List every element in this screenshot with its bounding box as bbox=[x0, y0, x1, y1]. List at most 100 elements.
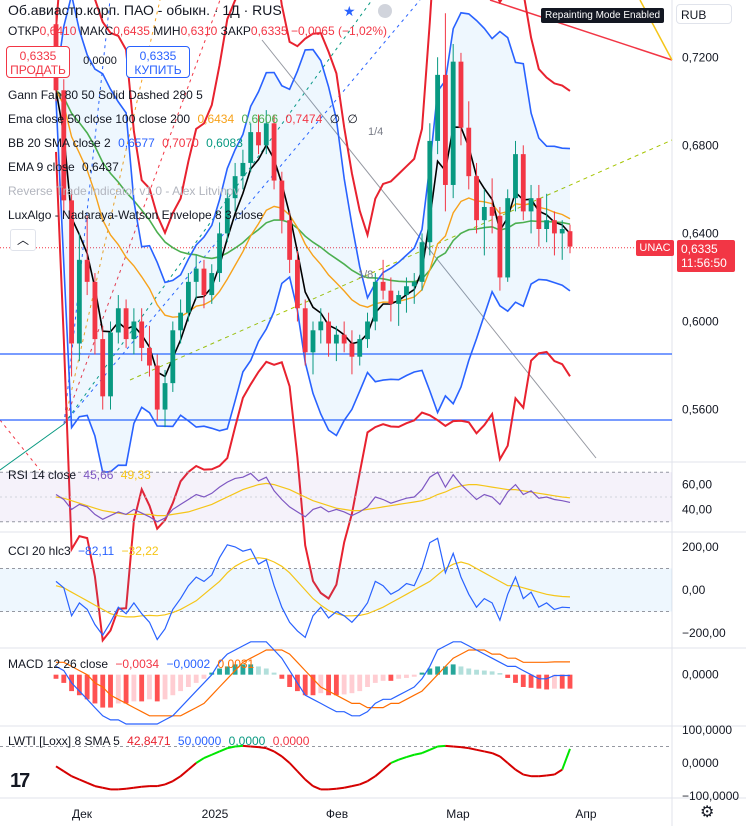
macd-histogram-bar bbox=[513, 674, 518, 683]
macd-histogram-bar bbox=[201, 674, 207, 679]
candle bbox=[388, 290, 394, 304]
lwti-line-segment bbox=[538, 774, 547, 778]
macd-histogram-bar bbox=[489, 671, 495, 675]
lwti-line-segment bbox=[429, 745, 438, 751]
macd-value-3: 0,0031 bbox=[217, 657, 255, 671]
market-status-icon[interactable] bbox=[378, 4, 392, 18]
buy-button[interactable]: 0,6335 КУПИТЬ bbox=[126, 46, 190, 78]
candle bbox=[69, 200, 74, 344]
lwti-line-segment bbox=[328, 787, 337, 791]
ohlc-row: ОТКР0,6410 МАКС0,6435 МИН0,6310 ЗАКР0,63… bbox=[8, 24, 387, 38]
bb-lower bbox=[55, 99, 571, 474]
legend-ema9[interactable]: EMA 9 close 0,6437 bbox=[8, 159, 123, 175]
legend-ema[interactable]: Ema close 50 close 100 close 200 0,6434 … bbox=[8, 111, 362, 127]
lwti-tick-label: 0,0000 bbox=[682, 756, 719, 770]
candle bbox=[201, 268, 207, 296]
ema-value-4: ∅ bbox=[329, 112, 341, 126]
lwti-line-segment bbox=[78, 778, 88, 784]
legend-bb[interactable]: BB 20 SMA close 2 0,6577 0,7070 0,6083 bbox=[8, 135, 247, 151]
trend-line bbox=[489, 0, 673, 61]
fan-label: 1/4 bbox=[368, 126, 383, 138]
candle bbox=[544, 220, 550, 229]
gear-icon[interactable]: ⚙ bbox=[700, 804, 715, 821]
macd-histogram-bar bbox=[302, 674, 308, 696]
sell-button[interactable]: 0,6335 ПРОДАТЬ bbox=[6, 46, 70, 78]
lwti-line-segment bbox=[468, 747, 477, 751]
gann-line bbox=[63, 0, 161, 425]
macd-histogram-bar bbox=[388, 674, 394, 681]
legend-lwti[interactable]: LWTI [Loxx] 8 SMA 5 42,8471 50,0000 0,00… bbox=[8, 733, 313, 749]
macd-histogram-bar bbox=[154, 674, 160, 702]
lwti-line-segment bbox=[211, 750, 220, 756]
legend-macd[interactable]: MACD 12 26 close −0,0034 −0,0002 0,0031 bbox=[8, 656, 258, 672]
candle bbox=[139, 321, 145, 348]
ema-value-5: ∅ bbox=[347, 112, 358, 126]
cci-label: CCI 20 hlc3 bbox=[8, 544, 71, 558]
rsi-tick-label: 40,00 bbox=[682, 502, 712, 516]
price-tag-name: UNAC bbox=[636, 240, 674, 256]
macd-histogram-bar bbox=[123, 674, 129, 704]
buy-label: КУПИТЬ bbox=[134, 63, 182, 77]
lwti-line-segment bbox=[94, 785, 103, 789]
candle bbox=[567, 231, 573, 247]
candle bbox=[147, 347, 152, 366]
cci-ma-line bbox=[55, 557, 571, 618]
currency-select[interactable]: RUB bbox=[676, 4, 732, 24]
price-tag: 0,6335 11:56:50 bbox=[677, 240, 735, 272]
price-tick-label: 0,5600 bbox=[682, 403, 719, 417]
candle bbox=[497, 215, 503, 278]
gann-line bbox=[63, 0, 221, 425]
macd-histogram-bar bbox=[466, 668, 472, 675]
ema-value-1: 0,6434 bbox=[197, 112, 235, 126]
lwti-label: LWTI [Loxx] 8 SMA 5 bbox=[8, 734, 120, 748]
macd-histogram-bar bbox=[435, 666, 441, 675]
candle bbox=[520, 154, 526, 212]
legend-gann[interactable]: Gann Fan 80 50 Solid Dashed 280 5 bbox=[8, 87, 207, 103]
lwti-line-segment bbox=[235, 744, 243, 748]
collapse-legend-button[interactable]: ︿ bbox=[10, 229, 36, 251]
rsi-value-2: 49,33 bbox=[120, 468, 151, 482]
lwti-line-segment bbox=[359, 780, 368, 786]
tradingview-logo-icon[interactable]: 17 bbox=[10, 770, 30, 792]
lwti-line-segment bbox=[258, 746, 267, 750]
macd-histogram-bar bbox=[100, 674, 106, 708]
macd-histogram-bar bbox=[520, 674, 526, 687]
star-icon[interactable]: ★ bbox=[343, 3, 356, 19]
macd-histogram-bar bbox=[481, 670, 487, 675]
legend-reverse[interactable]: Reverse Trade Indicator v1.0 - Alex Litv… bbox=[8, 183, 243, 199]
macd-histogram-bar bbox=[263, 668, 269, 675]
lwti-line-segment bbox=[219, 747, 228, 753]
lwti-line-segment bbox=[250, 745, 259, 749]
candle bbox=[154, 365, 160, 410]
trend-line bbox=[261, 39, 597, 459]
price-tick-label: 0,6400 bbox=[682, 226, 719, 240]
lwti-value-4: 0,0000 bbox=[272, 734, 310, 748]
high-value: 0,6435 bbox=[113, 24, 150, 38]
lwti-line-segment bbox=[398, 756, 407, 761]
lwti-line-segment bbox=[561, 748, 571, 770]
macd-histogram-bar bbox=[427, 668, 433, 675]
bb-fill bbox=[56, 0, 570, 473]
lwti-line-segment bbox=[203, 753, 213, 759]
candle bbox=[295, 259, 300, 309]
sell-label: ПРОДАТЬ bbox=[10, 63, 66, 77]
candle bbox=[287, 220, 293, 260]
rsi-value-1: 45,66 bbox=[83, 468, 114, 482]
candle bbox=[357, 339, 363, 357]
candle bbox=[435, 74, 441, 141]
candle bbox=[559, 229, 565, 234]
macd-histogram-bar bbox=[544, 674, 550, 690]
candle bbox=[232, 176, 238, 199]
legend-cci[interactable]: CCI 20 hlc3 −82,11 −32,22 bbox=[8, 543, 163, 559]
legend-rsi[interactable]: RSI 14 close 45,66 49,33 bbox=[8, 467, 155, 483]
lwti-line-segment bbox=[546, 773, 555, 777]
time-tick-label: Дек bbox=[72, 807, 93, 821]
legend-luxalgo[interactable]: LuxAlgo - Nadaraya-Watson Envelope 8 3 c… bbox=[8, 207, 267, 223]
macd-tick-label: 0,0000 bbox=[682, 668, 719, 682]
cci-band bbox=[0, 568, 672, 612]
spread-value: 0,0000 bbox=[83, 55, 117, 67]
macd-histogram-bar bbox=[232, 664, 238, 675]
ema-label: Ema close 50 close 100 close 200 bbox=[8, 112, 191, 126]
candle bbox=[61, 90, 67, 201]
